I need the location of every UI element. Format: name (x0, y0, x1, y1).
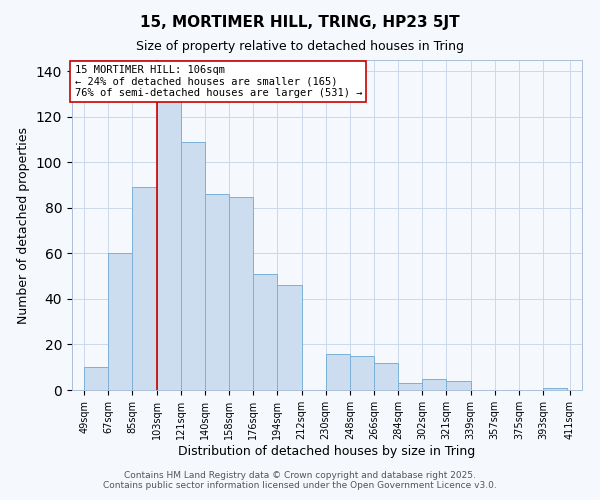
Bar (205, 194, 229, 390)
Bar (350, 356, 374, 390)
Text: Size of property relative to detached houses in Tring: Size of property relative to detached ho… (136, 40, 464, 53)
Bar (84, 367, 108, 390)
Bar (133, 188, 157, 390)
Bar (398, 383, 422, 390)
X-axis label: Distribution of detached houses by size in Tring: Distribution of detached houses by size … (178, 444, 476, 458)
Text: 15 MORTIMER HILL: 106sqm
← 24% of detached houses are smaller (165)
76% of semi-: 15 MORTIMER HILL: 106sqm ← 24% of detach… (74, 65, 362, 98)
Bar (229, 196, 253, 390)
Bar (181, 142, 205, 390)
Bar (277, 286, 302, 390)
Bar (157, 85, 181, 390)
Bar (374, 362, 398, 390)
Bar (108, 254, 133, 390)
Bar (422, 378, 446, 390)
Bar (326, 354, 350, 390)
Bar (543, 388, 567, 390)
Y-axis label: Number of detached properties: Number of detached properties (17, 126, 31, 324)
Bar (446, 381, 470, 390)
Text: 15, MORTIMER HILL, TRING, HP23 5JT: 15, MORTIMER HILL, TRING, HP23 5JT (140, 15, 460, 30)
Bar (253, 274, 277, 390)
Text: Contains HM Land Registry data © Crown copyright and database right 2025.
Contai: Contains HM Land Registry data © Crown c… (103, 470, 497, 490)
